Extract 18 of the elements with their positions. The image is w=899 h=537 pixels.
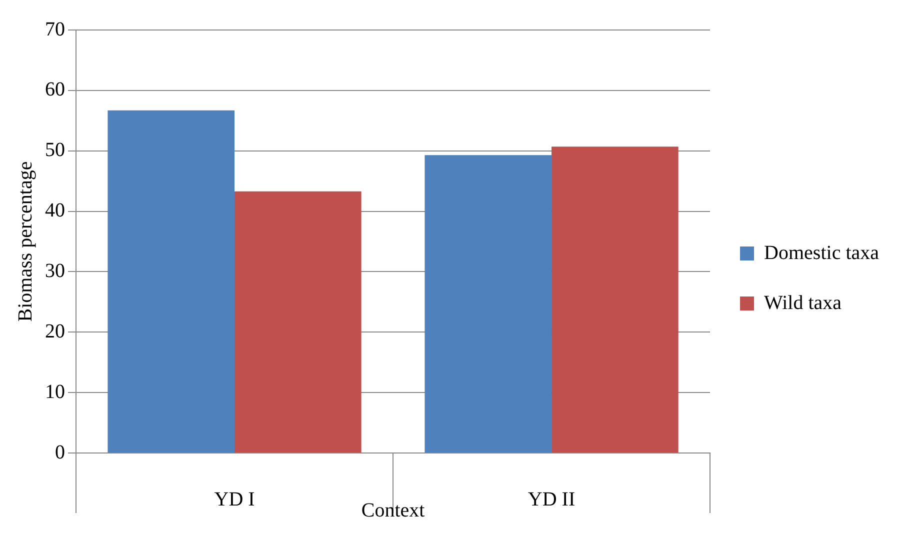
y-tick-label: 40: [45, 200, 65, 222]
bar: [108, 110, 235, 452]
y-tick-label: 60: [45, 78, 65, 101]
y-axis-title: Biomass percentage: [14, 161, 36, 322]
legend-label: Wild taxa: [764, 292, 842, 314]
legend-label: Domestic taxa: [764, 242, 880, 264]
y-tick-label: 70: [45, 18, 65, 40]
y-tick-label: 50: [45, 139, 65, 162]
bar: [424, 155, 552, 452]
bar: [552, 146, 678, 452]
x-tick-label: YD I: [214, 488, 255, 510]
x-tick-label: YD II: [528, 488, 576, 510]
y-tick-label: 0: [55, 441, 65, 464]
x-axis-title: Context: [361, 499, 426, 522]
bar: [234, 191, 362, 452]
y-tick-label: 30: [45, 260, 65, 282]
y-tick-label: 20: [45, 320, 65, 342]
y-tick-label: 10: [45, 380, 65, 403]
